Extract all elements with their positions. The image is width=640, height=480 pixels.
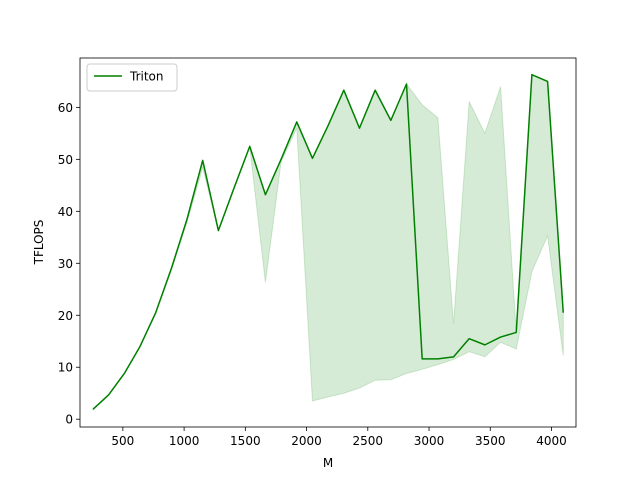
legend: Triton — [86, 63, 178, 92]
y-tick-label: 0 — [65, 413, 73, 427]
y-tick-label: 10 — [58, 361, 73, 375]
y-tick-label: 50 — [58, 153, 73, 167]
x-tick-label: 500 — [111, 434, 134, 448]
axes: 500 1000 1500 2000 2500 3000 3500 4000 0 10 20 30 40… — [58, 57, 577, 448]
x-tick-label: 2000 — [291, 434, 322, 448]
x-tick-label: 4000 — [536, 434, 567, 448]
y-tick-label: 60 — [58, 101, 73, 115]
x-tick-label: 1500 — [230, 434, 261, 448]
y-axis-label: TFLOPS — [32, 220, 46, 266]
y-tick-label: 40 — [58, 205, 73, 219]
x-tick-label: 3500 — [475, 434, 506, 448]
plot-area — [92, 73, 565, 411]
x-tick-label: 1000 — [169, 434, 200, 448]
x-axis-label: M — [323, 456, 333, 470]
legend-box — [86, 63, 178, 92]
x-tick-label: 3000 — [414, 434, 445, 448]
axes-frame — [79, 57, 577, 428]
x-tick-label: 2500 — [353, 434, 384, 448]
series-line-0 — [92, 73, 565, 410]
legend-label-triton: Triton — [129, 70, 164, 84]
y-tick-label: 20 — [58, 309, 73, 323]
y-tick-label: 30 — [58, 257, 73, 271]
